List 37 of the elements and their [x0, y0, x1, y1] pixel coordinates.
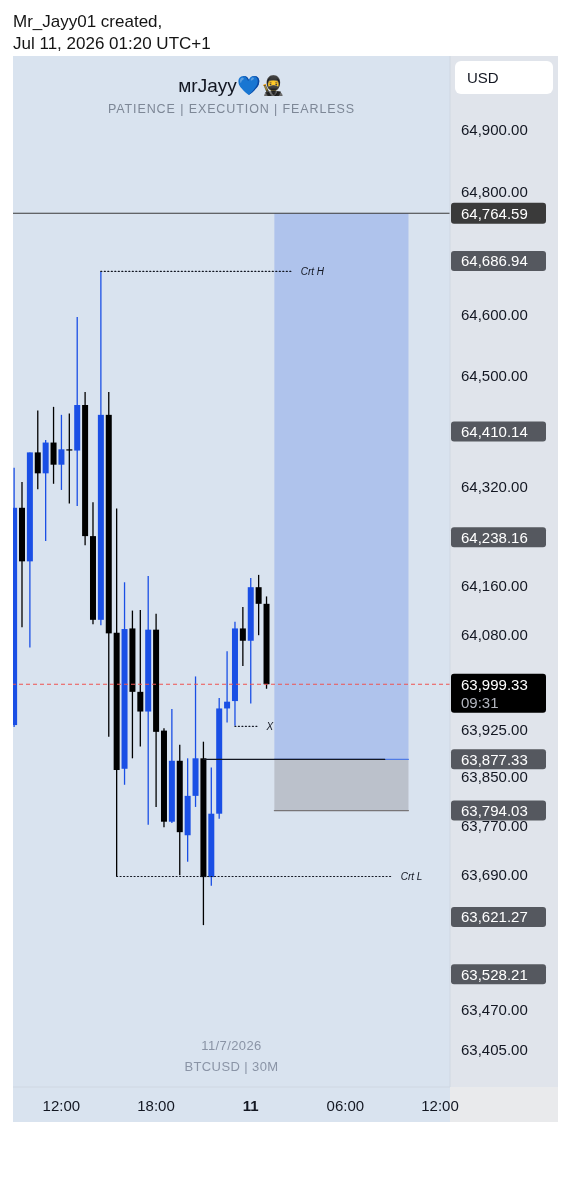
y-tick-label: 63,925.00 — [461, 721, 528, 739]
text: 09:31 — [461, 693, 499, 711]
y-tick-label: 63,621.27 — [461, 908, 528, 926]
y-tick-label: 64,410.14 — [461, 422, 528, 440]
y-tick-label: 64,600.00 — [461, 305, 528, 323]
text: ᴍrJayy💙🥷 — [177, 74, 286, 98]
y-tick-label: 64,800.00 — [461, 182, 528, 200]
text: Mr_Jayy01 created, — [13, 11, 164, 33]
y-tick-label: 63,470.00 — [461, 1001, 528, 1019]
x-tick-label: 11 — [242, 1096, 259, 1114]
y-tick-label: 64,500.00 — [461, 367, 528, 385]
y-tick-label: 63,794.03 — [461, 802, 528, 820]
y-tick-label: 64,080.00 — [461, 625, 528, 643]
ref-line-label: 63,999.33 — [461, 675, 528, 693]
y-tick-label: 64,160.00 — [461, 576, 528, 594]
y-tick-label: 63,690.00 — [461, 866, 528, 884]
y-tick-label: 63,850.00 — [461, 767, 528, 785]
annotation: BTCUSD | 30M — [183, 1058, 280, 1076]
x-tick-label: 12:00 — [42, 1096, 81, 1114]
y-tick-label: 64,686.94 — [461, 252, 528, 270]
x-tick-label: 18:00 — [137, 1096, 175, 1114]
x-tick-label: 06:00 — [326, 1096, 365, 1114]
y-axis-title: USD — [455, 61, 553, 94]
y-tick-label: 64,320.00 — [461, 478, 528, 496]
text: Jul 11, 2026 01:20 UTC+1 — [13, 33, 211, 55]
text: PATIENCE | EXECUTION | FEARLESS — [106, 101, 357, 117]
series-label: Crt H — [300, 265, 325, 277]
y-tick-label: 63,405.00 — [461, 1041, 528, 1059]
x-tick-label: 12:00 — [421, 1096, 459, 1114]
annotation: 11/7/2026 — [200, 1037, 263, 1055]
ref-line-label: 64,764.59 — [461, 204, 528, 222]
y-tick-label: 63,528.21 — [461, 965, 528, 983]
y-tick-label: 63,877.33 — [461, 750, 528, 768]
series-label: X — [265, 720, 274, 732]
y-tick-label: 64,238.16 — [461, 528, 528, 546]
series-label: Crt L — [400, 870, 423, 882]
y-tick-label: 64,900.00 — [461, 121, 528, 139]
